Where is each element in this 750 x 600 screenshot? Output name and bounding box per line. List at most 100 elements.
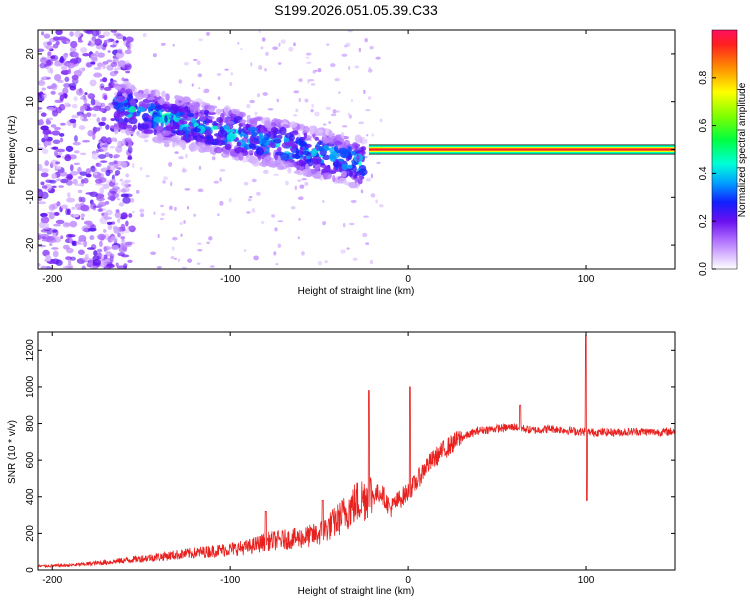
chart-title: S199.2026.051.05.39.C33 xyxy=(274,2,438,18)
spectrogram-noise-blob xyxy=(97,208,103,212)
spectrogram-band-blob xyxy=(141,99,150,109)
spectrogram-speckle xyxy=(317,260,323,266)
spectrogram-speckle xyxy=(367,96,372,100)
spectrogram-noise-blob xyxy=(99,240,103,248)
spectrogram-speckle xyxy=(261,220,265,224)
spectrogram-band-blob xyxy=(130,98,136,107)
spectrogram-noise-blob xyxy=(89,79,97,87)
spectrogram-noise-blob xyxy=(87,227,97,232)
spectrogram-noise-blob xyxy=(46,41,52,46)
spectrogram-band-blob xyxy=(232,110,239,114)
spectrogram-xtick-label: -200 xyxy=(42,274,62,285)
spectrogram-noise-blob xyxy=(124,64,131,69)
colorbar-label: Normalized spectral amplitude xyxy=(737,82,748,217)
spectrogram-noise-blob xyxy=(59,94,64,102)
spectrogram-noise-blob xyxy=(63,40,67,44)
spectrogram-speckle xyxy=(338,91,341,94)
spectrogram-noise-blob xyxy=(102,31,111,37)
colorbar-tick-label: 0.4 xyxy=(698,166,709,180)
spectrogram-speckle xyxy=(352,257,358,261)
spectrogram-speckle xyxy=(324,260,328,264)
spectrogram-band-blob xyxy=(298,140,307,147)
spectrogram-noise-blob xyxy=(56,201,61,207)
spectrogram-speckle xyxy=(179,221,184,226)
spectrogram-speckle xyxy=(363,89,366,95)
spectrogram-noise-blob xyxy=(82,53,90,57)
spectrogram-noise-blob xyxy=(105,124,110,130)
spectrogram-noise-blob xyxy=(81,139,91,143)
spectrogram-noise-blob xyxy=(59,132,65,137)
spectrogram-noise-blob xyxy=(56,178,62,182)
spectrogram-noise-blob xyxy=(53,126,61,131)
spectrogram-band-blob xyxy=(320,162,325,166)
spectrogram-noise-blob xyxy=(97,233,106,241)
spectrogram-noise-blob xyxy=(38,191,44,197)
spectrogram-speckle xyxy=(224,68,229,71)
spectrogram-noise-blob xyxy=(38,234,42,240)
spectrogram-noise-blob xyxy=(103,86,112,91)
spectrogram-noise-blob xyxy=(41,137,46,143)
spectrogram-noise-blob xyxy=(89,235,95,241)
spectrogram-band-blob xyxy=(337,147,348,155)
spectrogram-band-blob xyxy=(322,154,331,161)
spectrogram-speckle xyxy=(340,249,346,254)
spectrogram-band-blob xyxy=(215,139,225,146)
spectrogram-noise-blob xyxy=(83,30,93,34)
spectrogram-noise-blob xyxy=(71,114,79,119)
spectrogram-speckle xyxy=(264,68,268,72)
spectrogram-band-blob xyxy=(170,122,174,128)
spectrogram-band-blob xyxy=(276,165,285,171)
spectrogram-noise-blob xyxy=(40,181,45,186)
spectrogram-band-blob xyxy=(136,106,146,113)
spectrogram-band-blob xyxy=(199,114,207,122)
spectrogram-noise-blob xyxy=(90,165,96,173)
spectrogram-band-blob xyxy=(314,164,321,170)
spectrogram-speckle xyxy=(298,78,303,83)
spectrogram-noise-blob xyxy=(67,234,76,238)
spectrogram-band-blob xyxy=(192,127,201,133)
spectrogram-speckle xyxy=(263,169,269,174)
spectrogram-noise-blob xyxy=(76,242,84,245)
spectrogram-noise-blob xyxy=(72,178,78,185)
spectrogram-noise-blob xyxy=(79,113,84,121)
spectrogram-band-blob xyxy=(311,155,322,165)
spectrogram-noise-blob xyxy=(77,249,85,255)
spectrogram-noise-blob xyxy=(40,172,49,178)
spectrogram-noise-blob xyxy=(40,112,47,117)
spectrogram-noise-blob xyxy=(43,141,48,148)
spectrogram-speckle xyxy=(293,42,296,47)
spectrogram-noise-blob xyxy=(50,55,56,59)
spectrogram-band-blob xyxy=(178,139,187,148)
snr-series-line xyxy=(38,335,675,569)
spectrogram-noise-blob xyxy=(85,192,95,195)
spectrogram-speckle xyxy=(370,173,374,179)
spectrogram-speckle xyxy=(229,81,233,87)
snr-frame xyxy=(37,331,676,571)
spectrogram-speckle xyxy=(314,111,320,117)
spectrogram-noise-blob xyxy=(58,171,68,177)
spectrogram-speckle xyxy=(379,118,383,123)
spectrogram-speckle xyxy=(354,65,360,69)
spectrogram-band-blob xyxy=(123,102,128,107)
spectrogram-noise-blob xyxy=(104,200,110,205)
spectrogram-noise-blob xyxy=(102,63,106,69)
spectrogram-noise-blob xyxy=(56,166,62,170)
spectrogram-speckle xyxy=(114,67,118,72)
spectrogram-band-blob xyxy=(208,105,215,113)
spectrogram-band-blob xyxy=(277,155,281,164)
spectrogram-speckle xyxy=(277,62,282,65)
spectrogram-noise-blob xyxy=(51,173,57,179)
spectrogram-band-blob xyxy=(341,163,349,171)
spectrogram-noise-blob xyxy=(62,222,71,228)
spectrogram-noise-blob xyxy=(67,258,72,266)
spectrogram-band-blob xyxy=(164,115,168,123)
spectrogram-speckle xyxy=(322,200,325,203)
spectrogram-noise-blob xyxy=(39,221,45,229)
spectrogram-noise-blob xyxy=(105,169,111,177)
spectrogram-band-blob xyxy=(356,154,360,163)
spectrogram-speckle xyxy=(143,139,149,143)
snr-ytick-label: 1000 xyxy=(25,375,36,398)
spectrogram-noise-blob xyxy=(54,74,62,81)
spectrogram-noise-blob xyxy=(48,212,55,220)
spectrogram-speckle xyxy=(295,108,299,113)
